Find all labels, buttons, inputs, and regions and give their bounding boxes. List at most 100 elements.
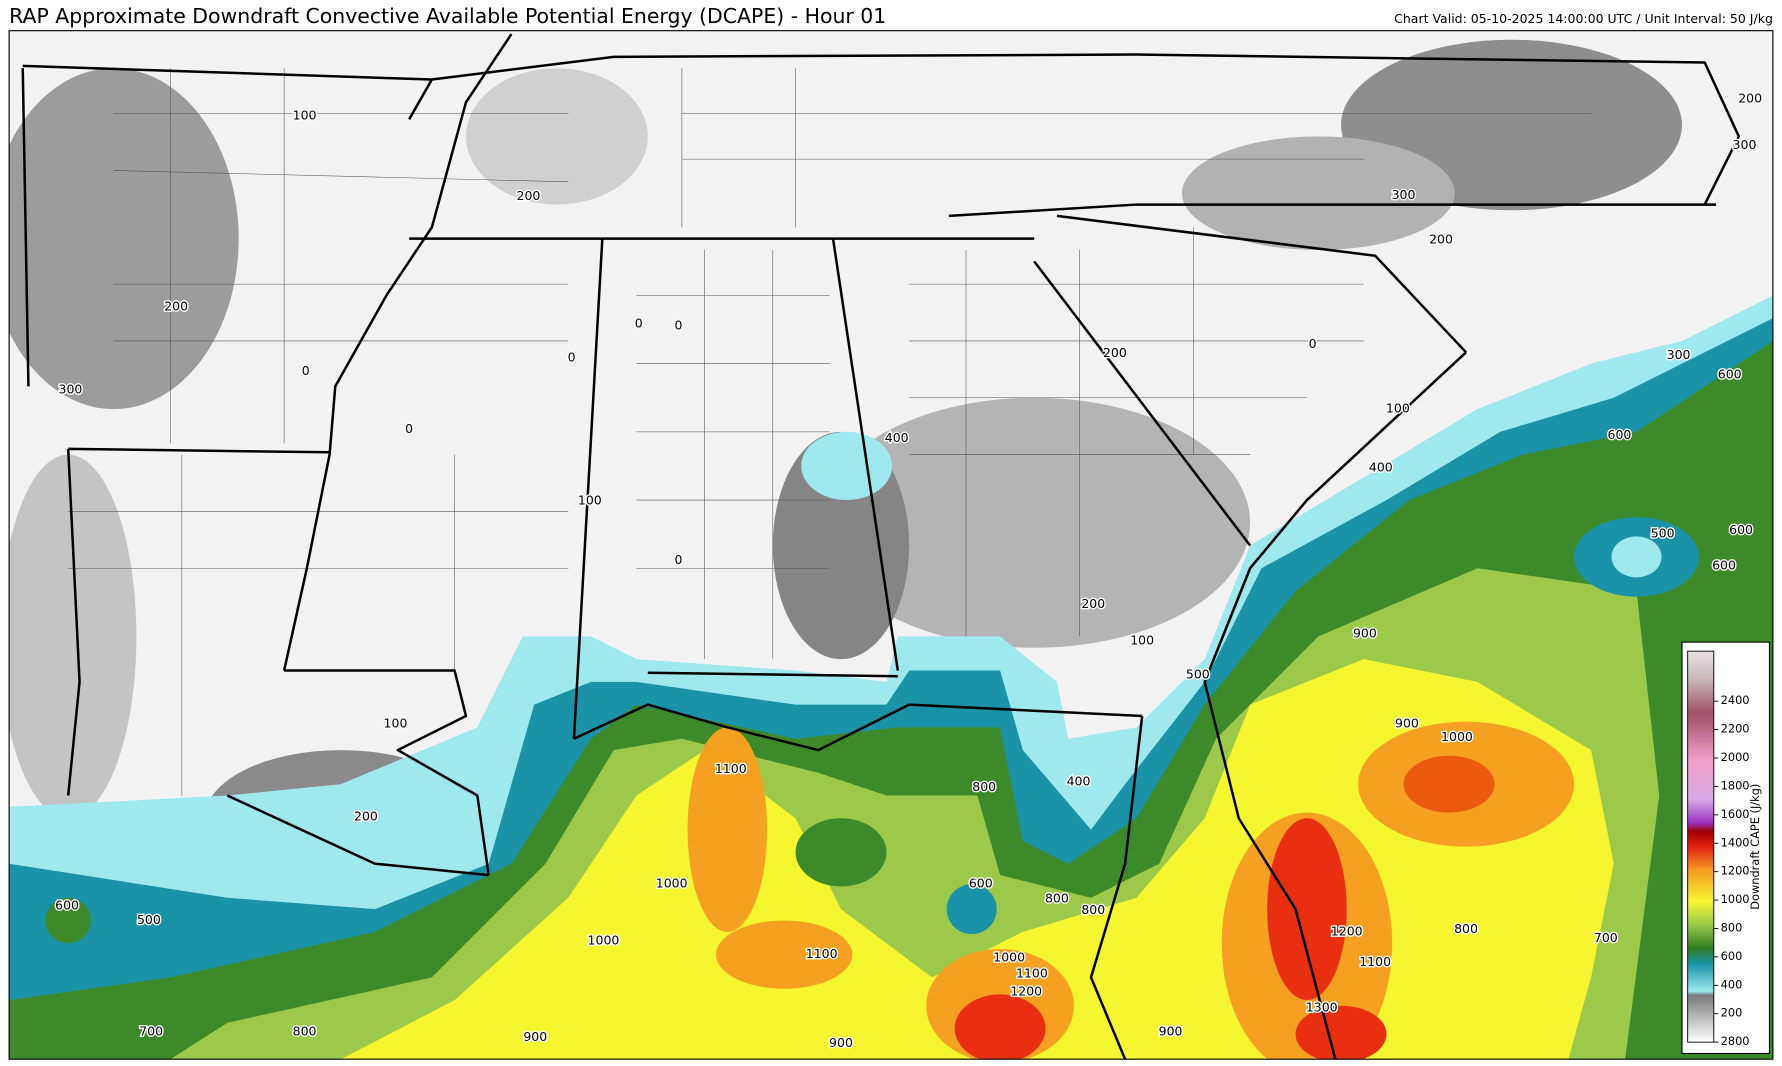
contour-label: 200 [1081, 596, 1105, 611]
contour-label: 1200 [1331, 923, 1363, 938]
contour-label: 900 [1353, 626, 1377, 641]
shading [795, 818, 887, 887]
contour-label: 200 [517, 188, 541, 203]
colorbar-tick-label: 2800 [1721, 1034, 1750, 1048]
contour-label: 200 [354, 809, 378, 824]
contour-label: 1100 [1016, 965, 1048, 980]
contour-label: 700 [139, 1023, 163, 1038]
contour-label: 1000 [656, 876, 688, 891]
colorbar [1687, 650, 1715, 1043]
contour-label: 600 [55, 897, 79, 912]
contour-label: 900 [523, 1029, 547, 1044]
contour-label: 600 [1718, 367, 1742, 382]
river-border [282, 33, 513, 671]
contour-label: 400 [885, 430, 909, 445]
shading [818, 397, 1251, 648]
contour-label: 500 [1186, 667, 1210, 682]
contour-label: 900 [829, 1035, 853, 1050]
valid-time: Chart Valid: 05-10-2025 14:00:00 UTC / U… [1394, 11, 1773, 26]
contour-label: 0 [675, 318, 683, 333]
contour-label: 600 [969, 876, 993, 891]
shading [9, 454, 137, 819]
shading [946, 884, 997, 935]
shading [715, 920, 853, 989]
contour-label: 1100 [806, 946, 838, 961]
state-border [21, 68, 490, 876]
contour-label: 100 [1386, 401, 1410, 416]
shading [9, 68, 239, 410]
contour-label: 1300 [1306, 1000, 1338, 1015]
coastline [226, 351, 1467, 1060]
contour-label: 0 [302, 363, 310, 378]
shading [687, 727, 768, 932]
colorbar-label: Downdraft CAPE (J/kg) [1748, 784, 1762, 910]
contour-label: 300 [1667, 347, 1691, 362]
colorbar-tick-label: 1800 [1721, 778, 1750, 792]
county-lines [68, 68, 1592, 796]
contour-label: 200 [1738, 90, 1762, 105]
contour-label: 300 [1392, 187, 1416, 202]
contour-label: 0 [675, 552, 683, 567]
shading [1611, 536, 1662, 578]
contour-label: 800 [1454, 921, 1478, 936]
contour-label: 700 [1594, 930, 1618, 945]
shading [1295, 1005, 1387, 1060]
contour-label: 800 [1045, 890, 1069, 905]
contour-label: 100 [384, 715, 408, 730]
contour-label: 200 [1429, 231, 1453, 246]
contour-label: 600 [1712, 557, 1736, 572]
state-border [409, 214, 1467, 739]
title: RAP Approximate Downdraft Convective Ava… [9, 4, 886, 28]
contour-label: 800 [293, 1023, 317, 1038]
state-border [948, 203, 1717, 218]
shading [465, 68, 648, 205]
contour-label: 0 [405, 421, 413, 436]
colorbar-tick-label: 1000 [1721, 892, 1750, 906]
contour-label: 400 [1067, 773, 1091, 788]
map-frame [8, 30, 1774, 1060]
state-border [22, 53, 1741, 206]
shading [1403, 755, 1495, 813]
contour-label: 500 [1651, 526, 1675, 541]
contour-label: 300 [59, 381, 83, 396]
colorbar-tick-label: 600 [1721, 949, 1743, 963]
contour-label: 1100 [715, 761, 747, 776]
colorbar-tick-label: 2200 [1721, 722, 1750, 736]
contour-label: 200 [164, 298, 188, 313]
colorbar-tick-label: 1200 [1721, 864, 1750, 878]
contour-label: 100 [578, 493, 602, 508]
contour-label: 1000 [588, 932, 620, 947]
contour-label: 1000 [993, 950, 1025, 965]
contour-label: 1200 [1010, 984, 1042, 999]
map-area [9, 30, 1773, 1060]
colorbar-tick-label: 200 [1721, 1006, 1743, 1020]
shading [801, 431, 893, 501]
colorbar-tick-label: 1400 [1721, 835, 1750, 849]
contour-label: 100 [1130, 632, 1154, 647]
contour-label: 800 [972, 779, 996, 794]
contour-label: 1100 [1359, 954, 1391, 969]
contour-label: 400 [1369, 460, 1393, 475]
contour-label: 500 [137, 912, 161, 927]
colorbar-tick-label: 2400 [1721, 693, 1750, 707]
contour-label: 600 [1608, 427, 1632, 442]
colorbar-tick-label: 400 [1721, 977, 1743, 991]
colorbar-tick-label: 2000 [1721, 750, 1750, 764]
shading [1267, 818, 1347, 1001]
contour-label: 300 [1733, 137, 1757, 152]
contour-label: 1000 [1441, 729, 1473, 744]
colorbar-tick-label: 800 [1721, 920, 1743, 934]
shading [954, 994, 1046, 1060]
contour-label: 0 [568, 349, 576, 364]
contour-label: 900 [1159, 1023, 1183, 1038]
shading [45, 897, 91, 944]
contour-label: 200 [1103, 345, 1127, 360]
colorbar-ticks: 2800 200 400 600 800 1000 1200 1400 1600 1800 2000… [1713, 693, 1750, 1048]
contour-label: 900 [1395, 715, 1419, 730]
contour-label: 0 [635, 315, 643, 330]
contour-label: 600 [1729, 522, 1753, 537]
contour-label: 100 [293, 107, 317, 122]
